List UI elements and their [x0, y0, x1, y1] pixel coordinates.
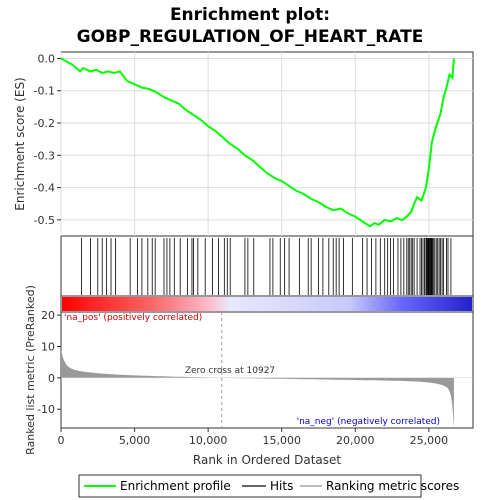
ranking-metric-area: [61, 349, 473, 428]
es-panel: [60, 51, 474, 237]
enrichment-profile-line: [60, 57, 455, 228]
chart-title-line2: GOBP_REGULATION_OF_HEART_RATE: [77, 27, 424, 47]
es-y-tick-label: -0.2: [34, 117, 55, 130]
ranking-color-bar: [62, 297, 472, 311]
es-y-tick-label: -0.5: [34, 214, 55, 227]
es-y-tick-label: 0.0: [38, 52, 56, 65]
es-y-tick-label: -0.1: [34, 85, 55, 98]
rank-y-ticks: 20 10 0 -10: [37, 309, 61, 416]
hits-panel: [60, 235, 474, 297]
legend-metric-label: Ranking metric scores: [326, 479, 459, 493]
legend-hits-label: Hits: [270, 479, 293, 493]
es-y-tick-label: -0.3: [34, 149, 55, 162]
es-y-axis-title: Enrichment score (ES): [13, 77, 27, 210]
positive-correlation-label: 'na_pos' (positively correlated): [64, 313, 202, 323]
x-tick-label: 25,000: [410, 434, 449, 447]
es-y-ticks: 0.0 -0.1 -0.2 -0.3 -0.4 -0.5: [34, 52, 61, 227]
zero-cross-label: Zero cross at 10927: [185, 366, 275, 376]
x-tick-label: 20,000: [336, 434, 375, 447]
es-gridlines: [60, 52, 473, 236]
negative-correlation-label: 'na_neg' (negatively correlated): [297, 417, 440, 427]
hit-marks: [81, 238, 452, 295]
es-y-tick-label: -0.4: [34, 182, 55, 195]
x-tick-label: 5,000: [119, 434, 151, 447]
rank-y-axis-title: Ranked list metric (PreRanked): [24, 285, 37, 455]
x-axis-title: Rank in Ordered Dataset: [193, 453, 341, 467]
rank-y-tick-label: 10: [41, 340, 55, 353]
rank-panel: [60, 311, 474, 429]
rank-y-tick-label: 20: [41, 309, 55, 322]
chart-title-line1: Enrichment plot:: [170, 5, 330, 25]
x-tick-label: 10,000: [189, 434, 228, 447]
rank-y-tick-label: 0: [48, 372, 55, 385]
x-axis-ticks: 0 5,000 10,000 15,000 20,000 25,000: [58, 428, 449, 447]
rank-y-tick-label: -10: [37, 403, 55, 416]
x-tick-label: 0: [58, 434, 65, 447]
legend-enrichment-label: Enrichment profile: [120, 479, 231, 493]
x-tick-label: 15,000: [262, 434, 301, 447]
